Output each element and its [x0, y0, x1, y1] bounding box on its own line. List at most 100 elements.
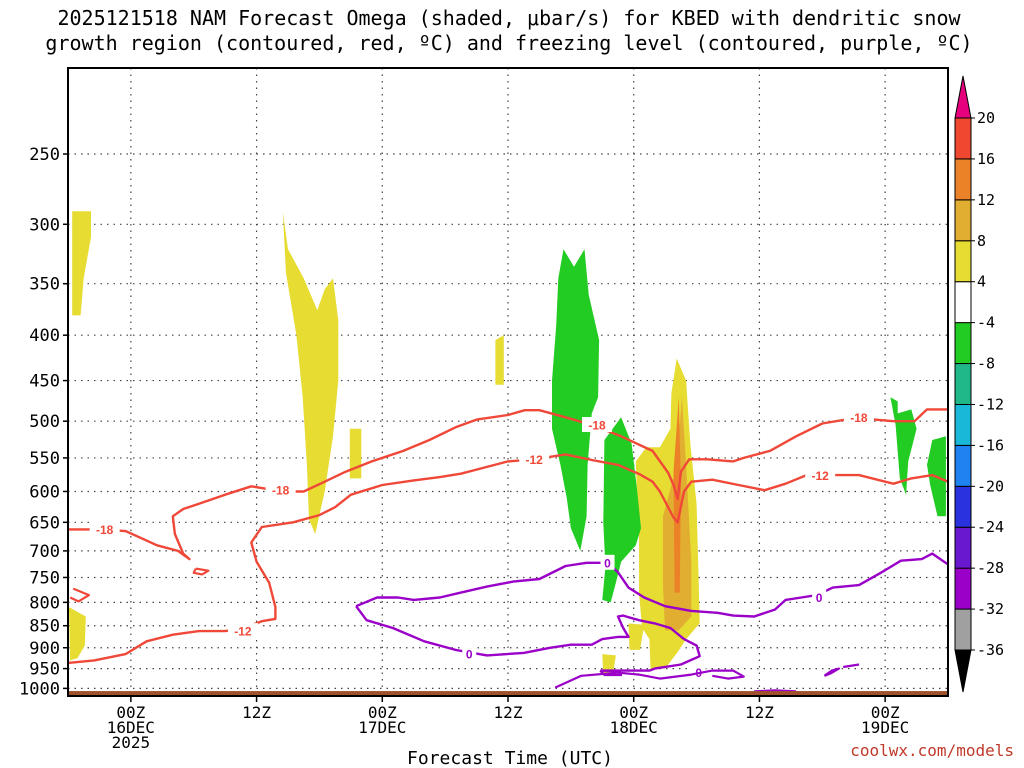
contour-label-bg [582, 417, 613, 433]
omega-region [72, 211, 91, 316]
contour-label-bg [265, 482, 296, 498]
contour-line [355, 552, 948, 618]
chart-title-line2: growth region (contoured, red, ºC) and f… [45, 31, 972, 55]
y-axis: 2503003504004505005506006507007508008509… [19, 145, 68, 699]
x-tick-label: 00Z [116, 703, 145, 722]
colorbar-tick-label: -28 [977, 559, 1004, 577]
x-tick-label: 19DEC [861, 718, 909, 737]
grid-lines [68, 68, 948, 696]
contour-label-bg [89, 521, 120, 537]
x-tick-label: 00Z [368, 703, 397, 722]
contour-label: -12 [526, 453, 544, 467]
contour-fragment [69, 587, 91, 603]
contour-label-bg [843, 409, 874, 425]
contour-label-bg [462, 646, 477, 662]
contour-label: 0 [816, 591, 823, 605]
colorbar-tick-label: 12 [977, 191, 995, 209]
colorbar-bin [954, 444, 972, 487]
y-tick-label: 750 [29, 568, 60, 588]
credit-text: coolwx.com/models [850, 741, 1014, 760]
contour-label: -18 [96, 523, 114, 537]
y-tick-label: 700 [29, 542, 60, 562]
contour-fragment [754, 689, 797, 693]
contour-label: -12 [234, 625, 252, 639]
contour-fragment [823, 667, 841, 677]
colorbar-tick-label: -24 [977, 518, 1004, 536]
contour-fragment [192, 567, 210, 576]
contour-label: -12 [812, 469, 830, 483]
y-tick-label: 1000 [19, 679, 60, 699]
colorbar: 20 16 12 8 4 -4 -8 -12 -16 -20 -24 -28 -32 -36 [954, 75, 1004, 693]
omega-region [69, 607, 86, 661]
colorbar-tick-label: -16 [977, 436, 1004, 454]
omega-region [552, 249, 600, 551]
title-block: 2025121518 NAM Forecast Omega (shaded, μ… [45, 6, 972, 55]
y-tick-label: 350 [29, 275, 60, 295]
colorbar-bin [954, 117, 972, 160]
y-tick-label: 650 [29, 513, 60, 533]
x-tick-label: 00Z [619, 703, 648, 722]
contour-label: -18 [588, 419, 606, 433]
contour-fragment [843, 663, 860, 669]
colorbar-tick-label: 16 [977, 150, 995, 168]
colorbar-tick-label: 20 [977, 109, 995, 127]
colorbar-bin [954, 403, 972, 446]
omega-region [495, 335, 504, 385]
colorbar-tick-label: 4 [977, 273, 986, 291]
colorbar-bin [954, 199, 972, 242]
y-tick-label: 600 [29, 482, 60, 502]
contour-label-bg [600, 554, 615, 570]
colorbar-tick-label: 8 [977, 232, 986, 250]
contour-label-bg [805, 467, 836, 483]
y-tick-label: 900 [29, 639, 60, 659]
colorbar-tick-label: -32 [977, 600, 1004, 618]
colorbar-bin [954, 240, 972, 283]
omega-region [282, 211, 339, 534]
colorbar-bin [954, 526, 972, 569]
colorbar-bin [954, 322, 972, 365]
contour-fragment [554, 669, 745, 689]
y-tick-label: 800 [29, 593, 60, 613]
colorbar-tick-label: -36 [977, 641, 1004, 659]
x-tick-label: 18DEC [610, 718, 658, 737]
y-tick-label: 550 [29, 449, 60, 469]
y-tick-label: 400 [29, 326, 60, 346]
y-tick-label: 500 [29, 412, 60, 432]
colorbar-bin [954, 363, 972, 405]
colorbar-bin [954, 608, 972, 651]
contour-label-bg [519, 451, 550, 467]
contour-label: -18 [850, 411, 868, 425]
contour-line [68, 408, 948, 561]
colorbar-upper-arrow [954, 75, 972, 119]
chart-title-line1: 2025121518 NAM Forecast Omega (shaded, μ… [57, 6, 961, 30]
x-tick-label: 12Z [745, 703, 774, 722]
x-tick-label: 00Z [871, 703, 900, 722]
x-tick-label: 12Z [494, 703, 523, 722]
colorbar-tick-label: -8 [977, 355, 995, 373]
x-tick-label: 16DEC [107, 718, 155, 737]
omega-region [349, 428, 362, 479]
colorbar-lower-arrow [954, 649, 972, 693]
y-tick-label: 950 [29, 660, 60, 680]
contour-label: 0 [466, 648, 473, 662]
colorbar-bin [954, 281, 972, 324]
colorbar-tick-label: -20 [977, 477, 1004, 495]
contour-label: -18 [272, 484, 290, 498]
contour-fragment [599, 669, 623, 677]
colorbar-bin [954, 567, 972, 610]
y-tick-label: 450 [29, 372, 60, 392]
x-axis-label: Forecast Time (UTC) [407, 748, 613, 768]
x-tick-label: 2025 [112, 733, 151, 752]
colorbar-bin [954, 485, 972, 528]
contour-label-bg [812, 589, 827, 605]
colorbar-bin [954, 158, 972, 201]
x-tick-label: 17DEC [358, 718, 406, 737]
contour-label-bg [227, 623, 258, 639]
y-tick-label: 850 [29, 617, 60, 637]
y-tick-label: 250 [29, 145, 60, 165]
x-tick-label: 12Z [242, 703, 271, 722]
